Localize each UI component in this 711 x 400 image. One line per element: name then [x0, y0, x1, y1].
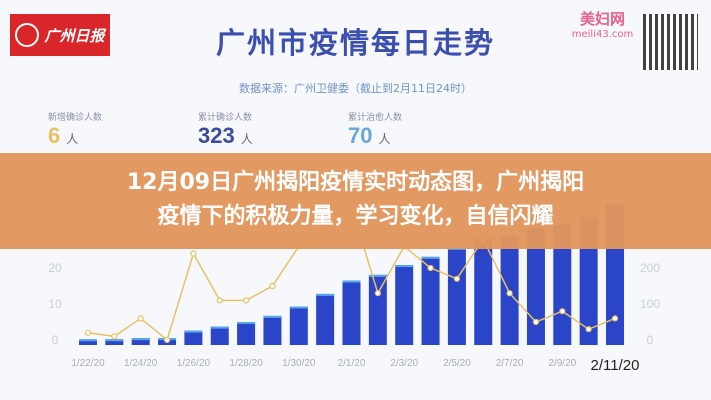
stat-value: 6	[48, 123, 61, 148]
x-axis-tick: 1/28/20	[229, 358, 263, 369]
stat-label: 累计治愈人数	[348, 113, 403, 123]
bar	[105, 339, 124, 345]
line-point	[427, 264, 434, 272]
bar	[289, 306, 308, 345]
x-axis-tick: 2/5/20	[443, 358, 471, 369]
bar-cap	[210, 326, 229, 329]
stat-unit: 人	[378, 132, 391, 146]
headline-banner	[0, 153, 711, 249]
logo-mark-icon	[15, 23, 40, 47]
line-point	[585, 326, 592, 333]
stat-unit: 人	[240, 132, 253, 146]
line-point	[163, 336, 171, 344]
right-axis-tick: 100	[640, 297, 660, 311]
page-title: 广州市疫情每日走势	[215, 26, 495, 60]
data-source: 数据来源：广州卫健委（截止到2月11日24时）	[239, 82, 472, 95]
left-axis-tick: 0	[52, 333, 59, 347]
headline-line-2: 疫情下的积极力量，学习变化，自信闪耀	[157, 204, 554, 229]
brand-watermark: 美妇网 meili43.com	[565, 8, 640, 98]
stat-total-cases: 累计确诊人数 323 人	[198, 110, 253, 149]
x-axis-tick: 2/11/20	[591, 357, 640, 374]
right-axis-tick: 200	[640, 261, 660, 275]
line-point	[243, 297, 250, 304]
line-point	[453, 275, 460, 282]
bar	[395, 265, 414, 345]
line-point	[611, 315, 619, 322]
logo-text: 广州日报	[44, 26, 105, 45]
bar	[500, 234, 519, 345]
x-axis-tick: 1/24/20	[124, 358, 158, 369]
bar	[263, 315, 282, 345]
line-point	[216, 297, 223, 304]
x-axis-tick: 2/7/20	[496, 358, 524, 369]
line-point	[506, 290, 513, 297]
x-axis-tick: 1/26/20	[177, 358, 211, 369]
bar	[447, 247, 466, 345]
stat-value: 70	[348, 123, 373, 148]
right-axis-tick: 0	[647, 333, 654, 347]
line-point	[532, 318, 540, 326]
left-axis-tick: 20	[48, 261, 62, 275]
line-point	[374, 290, 381, 297]
bar-cap	[342, 280, 361, 283]
bar-cap	[316, 293, 335, 296]
x-axis-tick: 2/1/20	[338, 358, 366, 369]
bar	[342, 280, 361, 345]
bar-cap	[105, 339, 124, 342]
bar	[368, 274, 387, 345]
bar-cap	[131, 338, 150, 341]
bar-cap	[263, 315, 282, 318]
bar	[79, 339, 97, 345]
bar	[210, 326, 229, 345]
line-point	[269, 282, 276, 290]
brand-name: 美妇网	[579, 10, 625, 28]
brand-url: meili43.com	[571, 29, 634, 40]
bar-cap	[237, 322, 256, 324]
bar	[131, 338, 150, 345]
bar-cap	[421, 256, 440, 259]
bar	[316, 293, 335, 345]
line-point	[559, 308, 566, 315]
stat-recovered: 累计治愈人数 70 人	[348, 110, 402, 149]
x-axis-tick: 2/9/20	[548, 358, 576, 369]
bar	[526, 226, 545, 345]
line-point	[137, 315, 144, 322]
bar	[237, 322, 256, 345]
bar	[184, 330, 203, 345]
stat-unit: 人	[66, 132, 79, 146]
headline-line-1: 12月09日广州揭阳疫情实时动态图，广州揭阳	[126, 170, 585, 195]
bar-cap	[289, 306, 308, 309]
bar	[474, 237, 493, 345]
stat-value: 323	[198, 123, 235, 148]
qr-code	[643, 14, 698, 70]
x-axis-tick: 2/3/20	[390, 358, 418, 369]
line-point	[111, 333, 118, 340]
x-axis-tick: 1/30/20	[282, 358, 316, 369]
line-point	[84, 329, 92, 336]
left-axis-tick: 10	[48, 297, 62, 311]
bar-cap	[184, 330, 203, 333]
bar	[421, 256, 440, 345]
bar-cap	[395, 265, 414, 268]
x-axis-tick: 1/22/20	[71, 358, 105, 369]
bar-cap	[368, 274, 387, 277]
headline-text: 12月09日广州揭阳疫情实时动态图，广州揭阳 疫情下的积极力量，学习变化，自信闪…	[0, 166, 711, 234]
bar-cap	[79, 339, 97, 342]
line-point	[190, 250, 197, 257]
stat-label: 新增确诊人数	[48, 113, 103, 123]
guangzhou-daily-logo: 广州日报	[10, 14, 110, 56]
stat-label: 累计确诊人数	[198, 113, 253, 123]
